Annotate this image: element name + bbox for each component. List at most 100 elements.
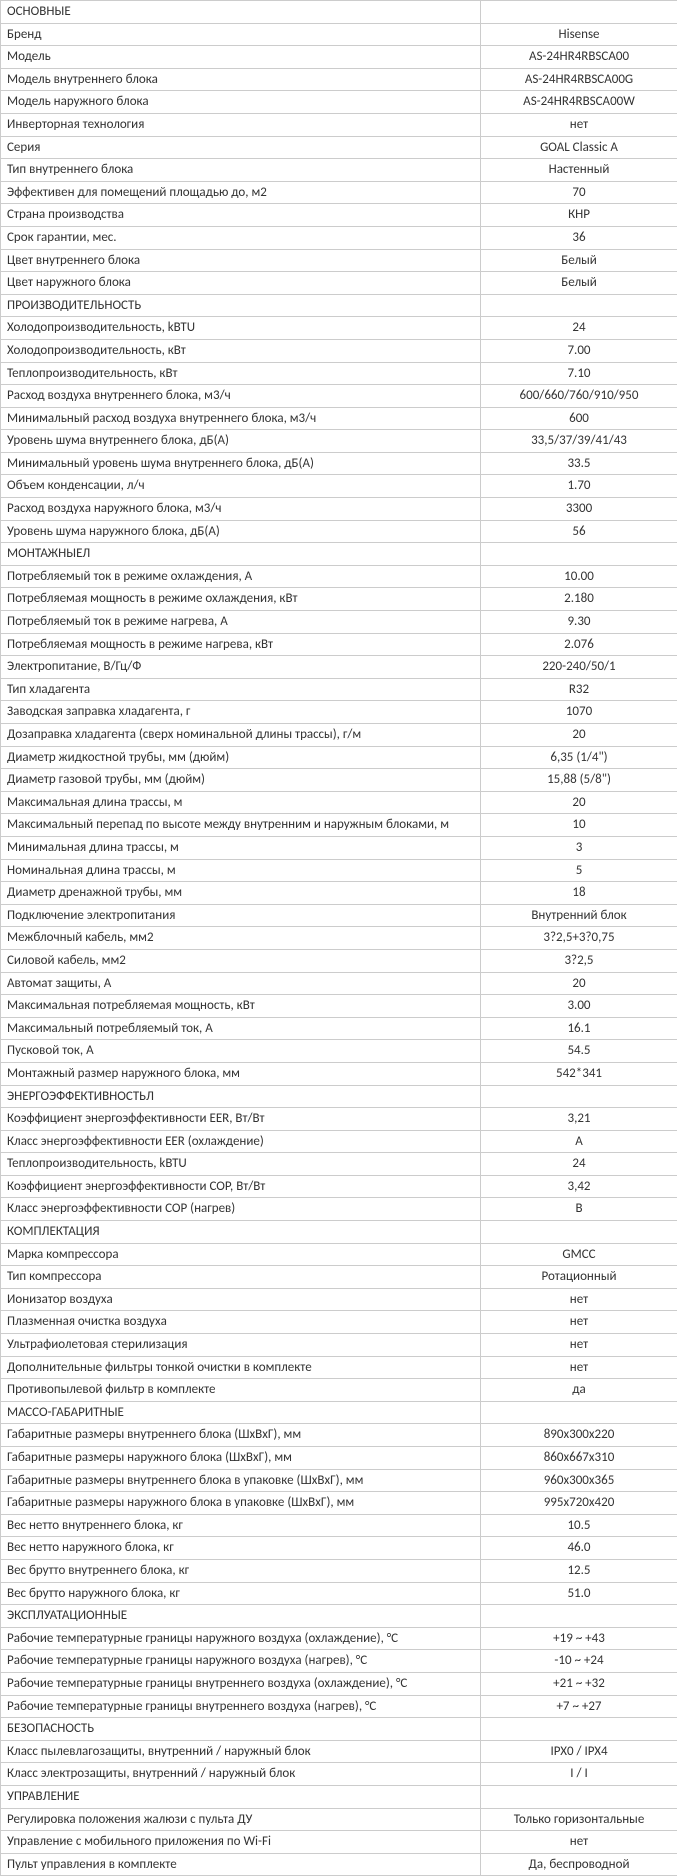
spec-row: Цвет наружного блокаБелый: [1, 272, 677, 295]
spec-row: Класс энергоэффективности EER (охлаждени…: [1, 1130, 677, 1153]
spec-row: Теплопроизводительность, kBTU24: [1, 1153, 677, 1176]
spec-label: Тип компрессора: [1, 1266, 481, 1289]
spec-label: Диаметр жидкостной трубы, мм (дюйм): [1, 746, 481, 769]
section-header-row: УПРАВЛЕНИЕ: [1, 1785, 677, 1808]
spec-label: Коэффициент энергоэффективности EER, Вт/…: [1, 1108, 481, 1131]
spec-label: Пусковой ток, А: [1, 1040, 481, 1063]
spec-label: Серия: [1, 136, 481, 159]
spec-row: Габаритные размеры внутреннего блока в у…: [1, 1469, 677, 1492]
spec-value: 890х300х220: [481, 1424, 677, 1447]
spec-value: Белый: [481, 249, 677, 272]
spec-label: Холодопроизводительность, кВт: [1, 339, 481, 362]
spec-label: Плазменная очистка воздуха: [1, 1311, 481, 1334]
section-header-empty: [481, 1085, 677, 1108]
spec-row: Автомат защиты, А20: [1, 972, 677, 995]
section-header: ЭНЕРГОЭФФЕКТИВНОСТЬЛ: [1, 1085, 481, 1108]
section-header-empty: [481, 1401, 677, 1424]
spec-value: +21 ~ +32: [481, 1672, 677, 1695]
spec-table: ОСНОВНЫЕБрендHisenseМодельAS-24HR4RBSCA0…: [0, 0, 677, 1876]
spec-label: Вес брутто наружного блока, кг: [1, 1582, 481, 1605]
spec-label: Вес нетто наружного блока, кг: [1, 1537, 481, 1560]
spec-row: Вес брутто внутреннего блока, кг12.5: [1, 1559, 677, 1582]
spec-row: Управление с мобильного приложения по Wi…: [1, 1831, 677, 1854]
spec-label: Тип хладагента: [1, 678, 481, 701]
section-header: БЕЗОПАСНОСТЬ: [1, 1718, 481, 1741]
spec-row: Объем конденсации, л/ч1.70: [1, 475, 677, 498]
spec-label: Модель внутреннего блока: [1, 68, 481, 91]
spec-row: Диаметр жидкостной трубы, мм (дюйм)6,35 …: [1, 746, 677, 769]
spec-label: Ультрафиолетовая стерилизация: [1, 1334, 481, 1357]
spec-row: Класс пылевлагозащиты, внутренний / нару…: [1, 1740, 677, 1763]
spec-row: Диаметр газовой трубы, мм (дюйм)15,88 (5…: [1, 769, 677, 792]
spec-value: 20: [481, 972, 677, 995]
spec-label: Потребляемый ток в режиме охлаждения, А: [1, 565, 481, 588]
spec-value: 600/660/760/910/950: [481, 385, 677, 408]
spec-label: Электропитание, В/Гц/Ф: [1, 656, 481, 679]
spec-row: Модель внутреннего блокаAS-24HR4RBSCA00G: [1, 68, 677, 91]
spec-label: Расход воздуха внутреннего блока, м3/ч: [1, 385, 481, 408]
spec-value: 7.10: [481, 362, 677, 385]
spec-row: Ультрафиолетовая стерилизациянет: [1, 1334, 677, 1357]
spec-value: 10.00: [481, 565, 677, 588]
spec-label: Цвет внутреннего блока: [1, 249, 481, 272]
spec-label: Вес брутто внутреннего блока, кг: [1, 1559, 481, 1582]
spec-label: Модель: [1, 46, 481, 69]
spec-label: Минимальный уровень шума внутреннего бло…: [1, 452, 481, 475]
spec-value: 10: [481, 814, 677, 837]
spec-value: 24: [481, 1153, 677, 1176]
spec-label: Управление с мобильного приложения по Wi…: [1, 1831, 481, 1854]
spec-label: Расход воздуха наружного блока, м3/ч: [1, 498, 481, 521]
spec-value: нет: [481, 1311, 677, 1334]
section-header-row: МАССО-ГАБАРИТНЫЕ: [1, 1401, 677, 1424]
spec-row: БрендHisense: [1, 23, 677, 46]
spec-row: Габаритные размеры наружного блока в упа…: [1, 1492, 677, 1515]
spec-label: Уровень шума внутреннего блока, дБ(А): [1, 430, 481, 453]
spec-row: Тип хладагентаR32: [1, 678, 677, 701]
spec-value: 3300: [481, 498, 677, 521]
spec-value: нет: [481, 1288, 677, 1311]
spec-value: 46.0: [481, 1537, 677, 1560]
spec-label: Марка компрессора: [1, 1243, 481, 1266]
spec-value: +7 ~ +27: [481, 1695, 677, 1718]
spec-value: да: [481, 1379, 677, 1402]
section-header-row: ОСНОВНЫЕ: [1, 1, 677, 24]
spec-value: 15,88 (5/8"): [481, 769, 677, 792]
spec-value: A: [481, 1130, 677, 1153]
spec-row: Эффективен для помещений площадью до, м2…: [1, 181, 677, 204]
spec-row: Дополнительные фильтры тонкой очистки в …: [1, 1356, 677, 1379]
spec-value: I / I: [481, 1763, 677, 1786]
spec-row: Расход воздуха наружного блока, м3/ч3300: [1, 498, 677, 521]
spec-label: Класс электрозащиты, внутренний / наружн…: [1, 1763, 481, 1786]
spec-row: Холодопроизводительность, кВт7.00: [1, 339, 677, 362]
spec-value: 220-240/50/1: [481, 656, 677, 679]
spec-value: 5: [481, 859, 677, 882]
spec-value: Настенный: [481, 159, 677, 182]
spec-row: Тип внутреннего блокаНастенный: [1, 159, 677, 182]
spec-label: Максимальный потребляемый ток, А: [1, 1017, 481, 1040]
section-header-row: ПРОИЗВОДИТЕЛЬНОСТЬ: [1, 294, 677, 317]
spec-value: 3?2,5+3?0,75: [481, 927, 677, 950]
spec-row: Вес брутто наружного блока, кг51.0: [1, 1582, 677, 1605]
spec-value: 542*341: [481, 1062, 677, 1085]
spec-row: Подключение электропитанияВнутренний бло…: [1, 904, 677, 927]
spec-value: 1070: [481, 701, 677, 724]
spec-row: Силовой кабель, мм23?2,5: [1, 949, 677, 972]
spec-row: Рабочие температурные границы наружного …: [1, 1650, 677, 1673]
spec-label: Противопылевой фильтр в комплекте: [1, 1379, 481, 1402]
spec-value: нет: [481, 1356, 677, 1379]
spec-row: Рабочие температурные границы внутреннег…: [1, 1672, 677, 1695]
spec-label: Потребляемый ток в режиме нагрева, А: [1, 611, 481, 634]
spec-value: 33,5/37/39/41/43: [481, 430, 677, 453]
section-header-empty: [481, 1, 677, 24]
spec-row: Заводская заправка хладагента, г1070: [1, 701, 677, 724]
spec-value: Да, беспроводной: [481, 1853, 677, 1876]
spec-value: 960х300х365: [481, 1469, 677, 1492]
spec-value: 16.1: [481, 1017, 677, 1040]
spec-value: Внутренний блок: [481, 904, 677, 927]
spec-label: Регулировка положения жалюзи с пульта ДУ: [1, 1808, 481, 1831]
spec-value: 600: [481, 407, 677, 430]
spec-row: Межблочный кабель, мм23?2,5+3?0,75: [1, 927, 677, 950]
spec-value: Белый: [481, 272, 677, 295]
spec-row: Номинальная длина трассы, м5: [1, 859, 677, 882]
spec-label: Теплопроизводительность, kBTU: [1, 1153, 481, 1176]
